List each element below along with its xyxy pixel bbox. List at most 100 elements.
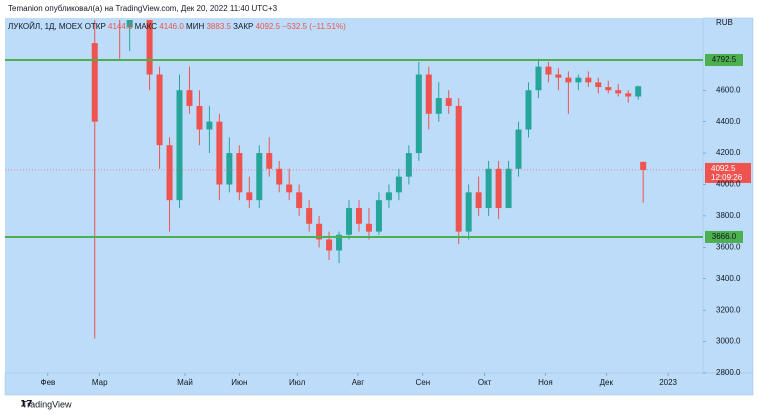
candle-body: [216, 121, 223, 185]
x-tick-label: Мар: [92, 378, 108, 387]
candle-body: [625, 93, 632, 97]
candle-body: [615, 90, 622, 94]
candle-body: [525, 90, 532, 130]
candle-body: [485, 168, 492, 209]
x-tick-label: 2023: [659, 378, 677, 387]
x-tick-label: Июн: [231, 378, 247, 387]
legend-label: МАКС: [135, 22, 158, 31]
candle-body: [126, 20, 133, 28]
candle-body: [176, 90, 183, 201]
candle-body: [555, 74, 562, 78]
legend-value: −532.5 (−11.51%): [282, 22, 346, 31]
symbol: ЛУКОЙЛ, 1Д, MOEX: [8, 22, 83, 31]
candle-body: [355, 208, 362, 224]
candle-body: [585, 77, 592, 83]
candle-body: [276, 168, 283, 185]
legend-label: МИН: [186, 22, 204, 31]
candle-body: [296, 192, 303, 209]
candle-body: [505, 168, 512, 209]
y-tick-label: 3800.0: [716, 211, 741, 220]
legend-value: 4144.0: [108, 22, 133, 31]
candle-body: [346, 208, 353, 235]
y-tick-label: 4600.0: [716, 85, 741, 94]
candle-body: [475, 192, 482, 209]
y-tick-label: 3600.0: [716, 242, 741, 251]
y-tick-label: 3200.0: [716, 305, 741, 314]
candle-body: [535, 66, 542, 91]
time-axis: [4, 372, 754, 396]
legend-value: 4092.5: [256, 22, 281, 31]
candle-body: [495, 168, 502, 209]
candle-body: [545, 66, 552, 75]
candle-body: [286, 184, 293, 193]
x-tick-label: Дек: [600, 378, 614, 387]
level-label: 4792.5: [712, 55, 737, 64]
y-tick-label: 4400.0: [716, 117, 741, 126]
y-tick-label: 3000.0: [716, 337, 741, 346]
y-tick-label: 4200.0: [716, 148, 741, 157]
candle-body: [405, 153, 412, 177]
plot-area: [5, 18, 703, 373]
x-tick-label: Июл: [289, 378, 306, 387]
x-tick-label: Ноя: [538, 378, 553, 387]
candle-body: [465, 192, 472, 232]
legend-value: 3883.5: [206, 22, 231, 31]
candle-body: [91, 43, 98, 122]
candle-body: [575, 77, 582, 83]
x-tick-label: Сен: [415, 378, 430, 387]
candle-body: [425, 74, 432, 114]
candle-body: [306, 208, 313, 224]
y-tick-label: 4000.0: [716, 180, 741, 189]
candle-body: [435, 98, 442, 114]
y-tick-label: 3400.0: [716, 274, 741, 283]
x-tick-label: Окт: [478, 378, 492, 387]
level-label-box: [705, 230, 743, 243]
level-label-box: [705, 53, 743, 66]
candle-body: [415, 74, 422, 154]
candle-body: [326, 239, 333, 251]
candle-body: [515, 129, 522, 169]
x-tick-label: Май: [177, 378, 193, 387]
candle-body: [365, 223, 372, 232]
last-price-label: 4092.5: [711, 164, 736, 173]
candle-body: [256, 153, 263, 201]
legend: ЛУКОЙЛ, 1Д, MOEX ОТКР 4144.0 МАКС 4146.0…: [8, 22, 346, 31]
legend-label: ОТКР: [85, 22, 106, 31]
x-tick-label: Фев: [40, 378, 55, 387]
last-price-timer: 12:09:26: [711, 173, 743, 182]
candle-body: [196, 105, 203, 130]
candle-body: [246, 192, 253, 201]
candle-body: [595, 82, 602, 88]
footer: TradingView: [22, 399, 72, 409]
currency: RUB: [716, 18, 733, 27]
candle-body: [445, 98, 452, 106]
candle-body: [455, 105, 462, 232]
candle-body: [375, 200, 382, 232]
header: Temanion опубликовал(а) на TradingView.c…: [8, 4, 278, 13]
price-axis: [702, 17, 754, 374]
candle-body: [206, 121, 213, 130]
x-tick-label: Авг: [352, 378, 365, 387]
legend-label: ЗАКР: [233, 22, 253, 31]
candle-body: [385, 192, 392, 201]
candle-body: [236, 153, 243, 193]
candle-body: [395, 176, 402, 193]
footer-logo: 𝟭𝟳: [20, 398, 33, 408]
candle-body: [565, 77, 572, 83]
last-price-box: [705, 162, 751, 183]
y-tick-label: 2800.0: [716, 368, 741, 377]
candle-body: [336, 234, 343, 251]
candle-body: [146, 20, 153, 75]
candle-body: [635, 86, 642, 97]
candle-body: [166, 145, 173, 201]
candle-body: [266, 153, 273, 169]
legend-value: 4146.0: [159, 22, 184, 31]
candle-body: [640, 161, 647, 170]
level-label: 3666.0: [712, 232, 737, 241]
candle-body: [156, 74, 163, 146]
candle-body: [186, 90, 193, 106]
candle-body: [226, 153, 233, 185]
candle-body: [605, 87, 612, 91]
candle-body: [316, 223, 323, 240]
